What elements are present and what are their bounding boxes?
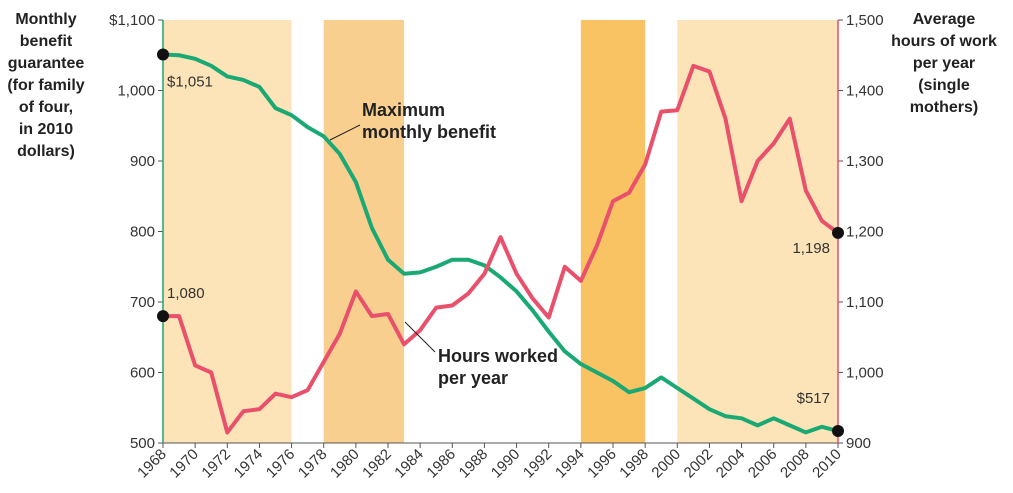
axis-label: per year [913, 55, 975, 72]
axis-label: guarantee [8, 55, 85, 72]
shaded-period [163, 20, 292, 443]
axis-label: of four, [19, 99, 73, 116]
leader-line [329, 124, 361, 141]
y-tick-label: 800 [130, 224, 155, 241]
axis-label: Monthly [15, 11, 76, 28]
x-tick-label: 1970 [166, 446, 202, 482]
shaded-period [677, 20, 838, 443]
y2-tick-label: 1,000 [846, 365, 884, 382]
x-tick-label: 1992 [520, 446, 556, 482]
x-tick-label: 1996 [584, 446, 620, 482]
shaded-period [580, 20, 646, 443]
axis-label: (for family [7, 77, 84, 94]
y2-tick-label: 1,200 [846, 224, 884, 241]
value-label: $1,051 [167, 74, 213, 91]
end-point [157, 310, 169, 323]
axis-label: dollars) [17, 143, 75, 160]
axis-label: Average [913, 11, 976, 28]
x-tick-label: 1994 [552, 446, 588, 482]
y-tick-label: 900 [130, 153, 155, 170]
end-point [832, 425, 844, 438]
y2-tick-label: 1,100 [846, 294, 884, 311]
x-tick-label: 2004 [713, 446, 749, 482]
y-tick-label: 700 [130, 294, 155, 311]
x-tick-label: 1998 [616, 446, 652, 482]
y2-tick-label: 900 [846, 435, 871, 452]
y-tick-label: 600 [130, 365, 155, 382]
x-tick-label: 1976 [263, 446, 299, 482]
y2-tick-label: 1,300 [846, 153, 884, 170]
axis-label: mothers) [910, 99, 978, 116]
y2-tick-label: 1,400 [846, 83, 884, 100]
series-label: Hours worked per year [438, 346, 559, 388]
end-point [832, 226, 844, 239]
leader-line [404, 321, 436, 353]
axis-label: in 2010 [19, 121, 73, 138]
x-tick-label: 2002 [681, 446, 717, 482]
axis-label: hours of work [891, 33, 997, 50]
x-tick-label: 1988 [456, 446, 492, 482]
x-tick-label: 1978 [295, 446, 331, 482]
value-label: 1,080 [167, 285, 205, 302]
y2-tick-label: 1,500 [846, 12, 884, 29]
x-tick-label: 1984 [391, 446, 427, 482]
x-tick-label: 1986 [423, 446, 459, 482]
value-label: 1,198 [792, 240, 830, 257]
y-tick-label: $1,100 [109, 12, 155, 29]
x-tick-label: 2008 [777, 446, 813, 482]
x-tick-label: 1980 [327, 446, 363, 482]
x-tick-label: 2006 [745, 446, 781, 482]
axis-label: (single [918, 77, 970, 94]
series-label: Maximum monthly benefit [362, 100, 496, 142]
shaded-period [323, 20, 405, 443]
value-label: $517 [797, 390, 830, 407]
x-tick-label: 1982 [359, 446, 395, 482]
x-tick-label: 1990 [488, 446, 524, 482]
series-line [162, 52, 839, 435]
end-point [157, 48, 169, 61]
x-tick-label: 2000 [648, 446, 684, 482]
y-tick-label: 500 [130, 435, 155, 452]
x-tick-label: 2010 [809, 446, 845, 482]
x-tick-label: 1974 [231, 446, 267, 482]
y-tick-label: 1,000 [117, 83, 155, 100]
axis-label: benefit [20, 33, 73, 50]
series-line [163, 63, 840, 435]
x-tick-label: 1972 [198, 446, 234, 482]
